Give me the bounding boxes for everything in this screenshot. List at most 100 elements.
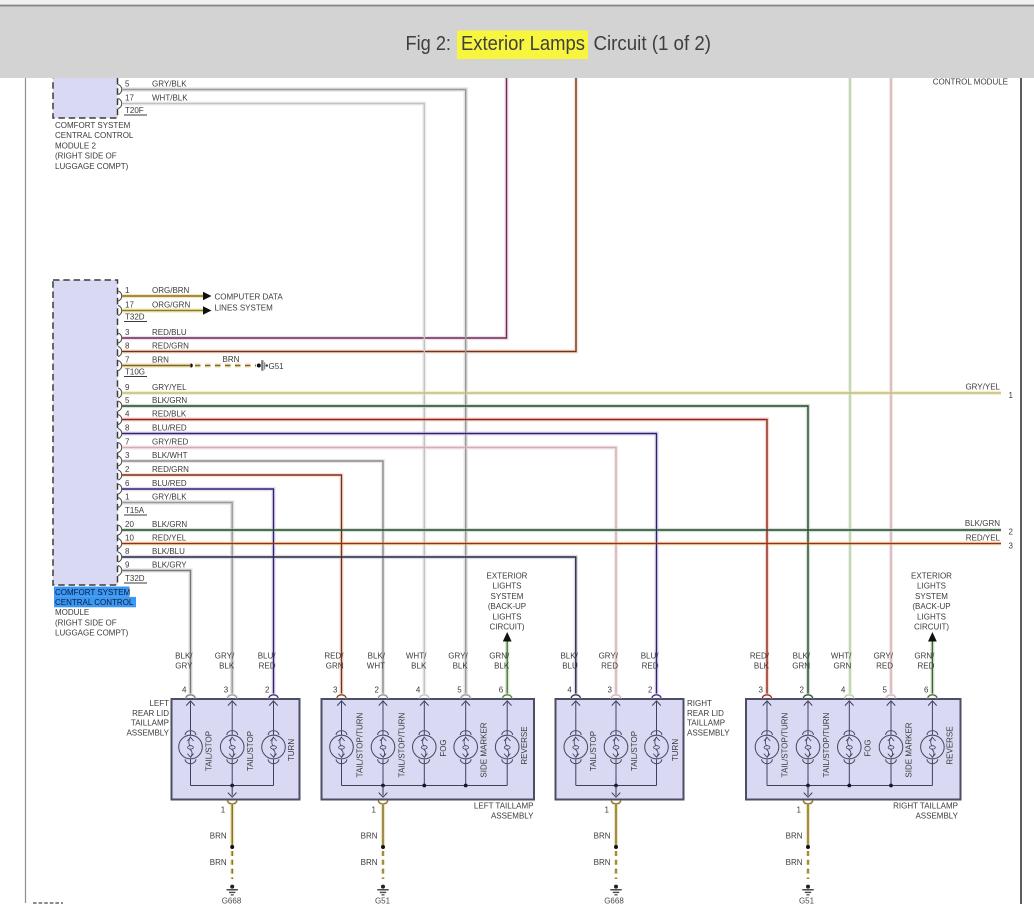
svg-text:GRY/: GRY/ [448, 652, 468, 661]
svg-text:1: 1 [125, 493, 130, 502]
svg-text:FOG: FOG [864, 739, 873, 756]
svg-text:BRN: BRN [361, 858, 378, 867]
svg-text:(BACK-UP: (BACK-UP [912, 602, 950, 611]
svg-text:G51: G51 [269, 362, 285, 371]
svg-text:2: 2 [1009, 528, 1014, 537]
svg-text:4: 4 [567, 686, 572, 695]
svg-text:BLU/: BLU/ [641, 652, 660, 661]
svg-text:COMFORT SYSTEM: COMFORT SYSTEM [55, 121, 131, 130]
svg-text:RED: RED [259, 662, 276, 671]
svg-text:LEFT: LEFT [149, 699, 169, 708]
svg-text:LIGHTS: LIGHTS [917, 612, 946, 621]
svg-text:GRN/: GRN/ [489, 652, 510, 661]
svg-text:1: 1 [221, 806, 226, 815]
svg-text:GRN: GRN [792, 662, 810, 671]
svg-text:6: 6 [499, 686, 504, 695]
svg-text:17: 17 [125, 301, 134, 310]
svg-text:17: 17 [125, 94, 134, 103]
svg-text:RIGHT: RIGHT [687, 699, 712, 708]
svg-text:CIRCUIT): CIRCUIT) [914, 623, 949, 632]
svg-text:3: 3 [1009, 542, 1014, 551]
svg-text:RED: RED [601, 662, 618, 671]
svg-text:8: 8 [125, 424, 130, 433]
svg-text:LUGGAGE COMPT): LUGGAGE COMPT) [55, 162, 129, 171]
svg-text:7: 7 [125, 356, 130, 365]
svg-text:BLK/: BLK/ [793, 652, 811, 661]
svg-text:RED/: RED/ [750, 652, 770, 661]
svg-text:G668: G668 [222, 897, 242, 906]
svg-text:8: 8 [125, 547, 130, 556]
svg-text:REVERSE: REVERSE [520, 726, 529, 764]
svg-text:BLU/RED: BLU/RED [152, 424, 187, 433]
svg-text:BRN: BRN [210, 832, 227, 841]
svg-text:G51: G51 [375, 897, 391, 906]
svg-text:TAIL/STOP/TURN: TAIL/STOP/TURN [781, 712, 790, 777]
svg-text:LIGHTS: LIGHTS [493, 582, 522, 591]
svg-text:GRY/: GRY/ [599, 652, 619, 661]
svg-text:EXTERIOR: EXTERIOR [487, 572, 528, 581]
svg-text:T32D: T32D [125, 313, 145, 322]
svg-text:SYSTEM: SYSTEM [491, 592, 524, 601]
svg-text:RED/YEL: RED/YEL [966, 534, 1001, 543]
svg-text:EXTERIOR: EXTERIOR [911, 572, 952, 581]
svg-text:LEFT TAILLAMP: LEFT TAILLAMP [474, 802, 534, 811]
svg-text:4: 4 [416, 686, 421, 695]
svg-text:RED/: RED/ [324, 652, 344, 661]
svg-text:TAILLAMP: TAILLAMP [687, 719, 725, 728]
svg-text:4: 4 [841, 686, 846, 695]
svg-text:BLU/: BLU/ [258, 652, 277, 661]
svg-text:1: 1 [125, 286, 130, 295]
svg-text:GRY/YEL: GRY/YEL [152, 383, 187, 392]
svg-text:ASSEMBLY: ASSEMBLY [126, 728, 169, 737]
svg-text:20: 20 [125, 520, 134, 529]
svg-text:BLK: BLK [494, 662, 510, 671]
svg-text:RED: RED [642, 662, 659, 671]
svg-text:RED/BLK: RED/BLK [152, 410, 187, 419]
svg-text:2: 2 [648, 686, 653, 695]
svg-text:WHT/: WHT/ [831, 652, 852, 661]
svg-text:LIGHTS: LIGHTS [917, 582, 946, 591]
svg-text:2: 2 [800, 686, 805, 695]
svg-text:GRY: GRY [175, 662, 193, 671]
svg-text:BLK/: BLK/ [175, 652, 193, 661]
svg-text:RED/BLU: RED/BLU [152, 328, 187, 337]
svg-text:5: 5 [457, 686, 462, 695]
svg-text:BLK/: BLK/ [560, 652, 578, 661]
svg-text:BLK/WHT: BLK/WHT [152, 451, 188, 460]
svg-text:TAIL/STOP: TAIL/STOP [630, 731, 639, 771]
svg-text:3: 3 [608, 686, 613, 695]
svg-text:SYSTEM: SYSTEM [915, 592, 948, 601]
svg-text:ORG/BRN: ORG/BRN [152, 286, 190, 295]
svg-text:TAIL/STOP/TURN: TAIL/STOP/TURN [398, 712, 407, 777]
svg-text:COMPUTER DATA: COMPUTER DATA [215, 293, 284, 302]
svg-text:3: 3 [759, 686, 764, 695]
svg-text:BLU: BLU [562, 662, 578, 671]
svg-text:RED/YEL: RED/YEL [152, 534, 187, 543]
svg-text:1: 1 [797, 806, 802, 815]
svg-text:2: 2 [265, 686, 270, 695]
svg-text:BLK/GRN: BLK/GRN [965, 519, 1000, 528]
svg-text:9: 9 [125, 561, 130, 570]
svg-text:GRN: GRN [326, 662, 344, 671]
svg-text:BLK/GRY: BLK/GRY [152, 561, 187, 570]
svg-text:8: 8 [125, 342, 130, 351]
svg-text:5: 5 [125, 80, 130, 89]
svg-text:BLK/: BLK/ [368, 652, 386, 661]
svg-text:GRY/YEL: GRY/YEL [965, 383, 1000, 392]
svg-text:6: 6 [125, 479, 130, 488]
svg-text:TAIL/STOP/TURN: TAIL/STOP/TURN [356, 712, 365, 777]
svg-text:3: 3 [125, 451, 130, 460]
svg-text:GRN: GRN [834, 662, 852, 671]
svg-text:ASSEMBLY: ASSEMBLY [491, 812, 534, 821]
svg-text:4: 4 [125, 410, 130, 419]
svg-text:SIDE MARKER: SIDE MARKER [480, 722, 489, 777]
svg-text:BLU/RED: BLU/RED [152, 479, 187, 488]
svg-text:TAILLAMP: TAILLAMP [131, 719, 169, 728]
svg-text:BLK: BLK [754, 662, 770, 671]
svg-text:T32D: T32D [125, 574, 145, 583]
svg-text:TAIL/STOP: TAIL/STOP [246, 731, 255, 771]
svg-text:BRN: BRN [223, 355, 240, 364]
svg-text:TURN: TURN [287, 739, 296, 761]
svg-text:WHT: WHT [367, 662, 385, 671]
svg-text:BRN: BRN [594, 858, 611, 867]
